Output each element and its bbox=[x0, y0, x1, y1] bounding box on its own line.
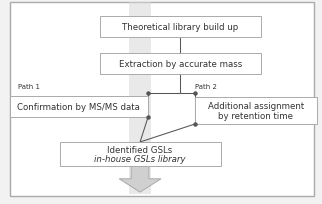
Text: Identified GSLs: Identified GSLs bbox=[108, 145, 173, 154]
Text: Additional assignment
by retention time: Additional assignment by retention time bbox=[208, 102, 304, 121]
Text: Extraction by accurate mass: Extraction by accurate mass bbox=[119, 60, 242, 69]
Text: Path 2: Path 2 bbox=[195, 83, 217, 89]
FancyBboxPatch shape bbox=[100, 54, 261, 74]
FancyBboxPatch shape bbox=[195, 98, 317, 124]
Text: Theoretical library build up: Theoretical library build up bbox=[122, 23, 239, 32]
Text: Path 1: Path 1 bbox=[18, 83, 40, 89]
FancyBboxPatch shape bbox=[10, 97, 148, 117]
FancyBboxPatch shape bbox=[100, 17, 261, 38]
FancyBboxPatch shape bbox=[10, 3, 314, 196]
Text: Confirmation by MS/MS data: Confirmation by MS/MS data bbox=[17, 103, 140, 112]
FancyBboxPatch shape bbox=[129, 3, 151, 194]
Polygon shape bbox=[119, 166, 161, 192]
Text: in-house GSLs library: in-house GSLs library bbox=[94, 154, 186, 163]
FancyBboxPatch shape bbox=[60, 142, 221, 166]
